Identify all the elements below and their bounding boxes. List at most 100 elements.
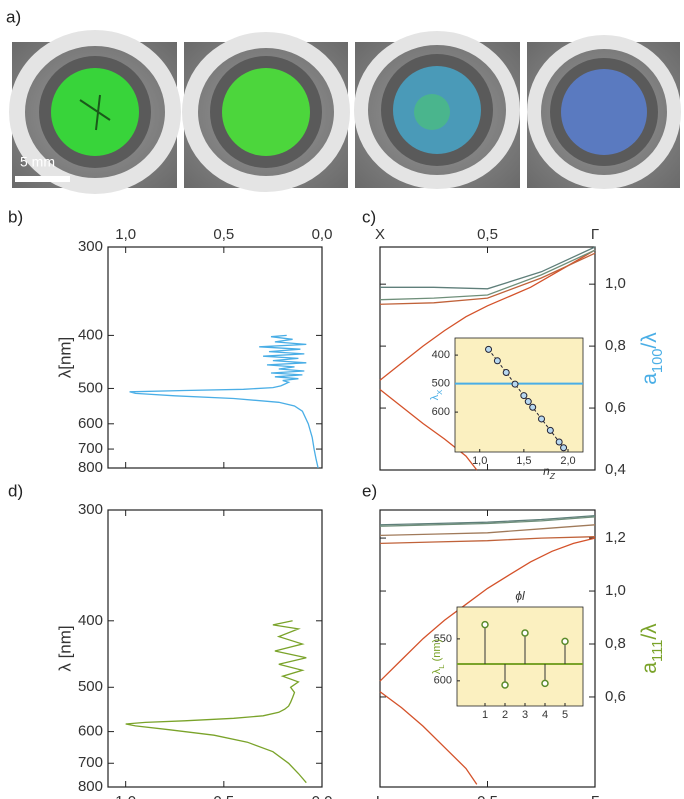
y-axis-label: λ[nm] <box>55 337 74 379</box>
y-axis-label-rest: (nm) <box>431 639 443 665</box>
band <box>379 524 596 537</box>
y-tick-label: 800 <box>78 459 103 476</box>
x-tick-label: 5 <box>562 709 568 721</box>
y-tick-label: 400 <box>432 349 450 361</box>
y-axis-label: a100/λ <box>638 332 666 385</box>
y-axis-label: a111/λ <box>638 623 666 674</box>
y-tick-label: 550 <box>434 633 452 645</box>
y-tick-label: 0,6 <box>605 399 626 416</box>
plot-area <box>107 509 323 788</box>
y-tick-label: 500 <box>432 378 450 390</box>
y-tick-label: 600 <box>78 415 103 432</box>
x-tick-label: 1,5 <box>516 455 531 467</box>
x-tick-label: 1,0 <box>115 793 136 799</box>
y-tick-label: 400 <box>78 326 103 343</box>
y-tick-label: 0,4 <box>605 461 626 478</box>
panel-label: d) <box>8 481 23 500</box>
band <box>379 514 596 526</box>
y-axis-label-main: a <box>638 662 661 674</box>
y-tick-label: 300 <box>78 501 103 518</box>
plot-area <box>454 337 584 453</box>
band <box>379 536 596 545</box>
y-tick-label: 300 <box>78 238 103 255</box>
y-axis-label-sub: L <box>437 664 446 669</box>
panel-label: b) <box>8 207 23 226</box>
panel-label: a) <box>6 7 21 26</box>
y-axis-label-sub: X <box>435 390 444 395</box>
point <box>520 392 528 400</box>
band <box>379 252 596 305</box>
x-tick-label: 2,0 <box>560 455 575 467</box>
panel-label: e) <box>362 481 377 500</box>
x-tick-label: 0,5 <box>213 793 234 799</box>
x-tick-label: 2 <box>502 709 508 721</box>
point <box>546 426 554 434</box>
x-tick-label: 1,0 <box>472 455 487 467</box>
point <box>524 398 532 406</box>
scale-bar-label: 5 mm <box>20 154 55 170</box>
photo <box>354 31 520 189</box>
y-axis-label: λL (nm) <box>431 639 446 674</box>
point <box>541 679 549 688</box>
photo <box>182 32 350 192</box>
point <box>511 380 519 388</box>
x-tick-label: 0,5 <box>213 226 234 243</box>
y-tick-label: 600 <box>434 675 452 687</box>
panel-label: c) <box>362 207 376 226</box>
x-tick-label: X <box>375 226 385 243</box>
x-tick-label: 0,5 <box>477 793 498 799</box>
point <box>555 438 563 446</box>
y-axis-label: λX <box>429 390 444 401</box>
x-tick-label: L <box>376 793 384 799</box>
point <box>485 345 493 353</box>
photo <box>9 30 181 194</box>
x-tick-label: 3 <box>522 709 528 721</box>
band <box>379 691 478 785</box>
y-tick-label: 1,2 <box>605 529 626 546</box>
y-tick-label: 700 <box>78 754 103 771</box>
band <box>379 388 478 471</box>
y-tick-label: 400 <box>78 612 103 629</box>
y-tick-label: 800 <box>78 778 103 795</box>
point <box>538 415 546 423</box>
spectrum <box>125 620 307 784</box>
band <box>379 516 596 527</box>
y-tick-label: 500 <box>78 379 103 396</box>
y-tick-label: 600 <box>78 723 103 740</box>
x-tick-label: 0,5 <box>477 226 498 243</box>
y-tick-label: 1,0 <box>605 582 626 599</box>
y-tick-label: 700 <box>78 440 103 457</box>
y-axis-label-rest: /λ <box>638 332 661 349</box>
inset-title: ϕl <box>515 589 525 603</box>
x-axis-label: nZ <box>543 464 556 481</box>
band <box>379 537 596 682</box>
x-tick-label: Γ <box>591 226 599 243</box>
point <box>481 620 489 629</box>
plot-area <box>456 606 584 707</box>
x-axis-label-main: n <box>543 464 550 478</box>
y-axis-label-sub: 111 <box>650 640 666 662</box>
band <box>379 249 596 301</box>
point <box>560 444 568 452</box>
x-axis-label-sub: Z <box>549 471 556 481</box>
y-tick-label: 0,8 <box>605 337 626 354</box>
scale-bar <box>15 176 70 182</box>
y-axis-label-rest: /λ <box>638 623 661 640</box>
x-tick-label: 1 <box>482 709 488 721</box>
y-axis-label-main: λ <box>431 668 443 674</box>
y-tick-label: 0,8 <box>605 635 626 652</box>
point <box>521 629 529 637</box>
spectrum <box>129 334 319 469</box>
x-tick-label: 0,0 <box>312 793 333 799</box>
y-axis-label-sub: 100 <box>650 349 666 374</box>
x-tick-label: 1,0 <box>115 226 136 243</box>
y-tick-label: 600 <box>432 406 450 418</box>
y-axis-label-main: λ <box>429 394 441 400</box>
x-tick-label: Γ <box>591 793 599 799</box>
band <box>380 246 596 290</box>
band <box>379 249 596 381</box>
y-axis-label-main: a <box>638 373 661 385</box>
point <box>501 681 509 689</box>
point <box>493 357 501 365</box>
